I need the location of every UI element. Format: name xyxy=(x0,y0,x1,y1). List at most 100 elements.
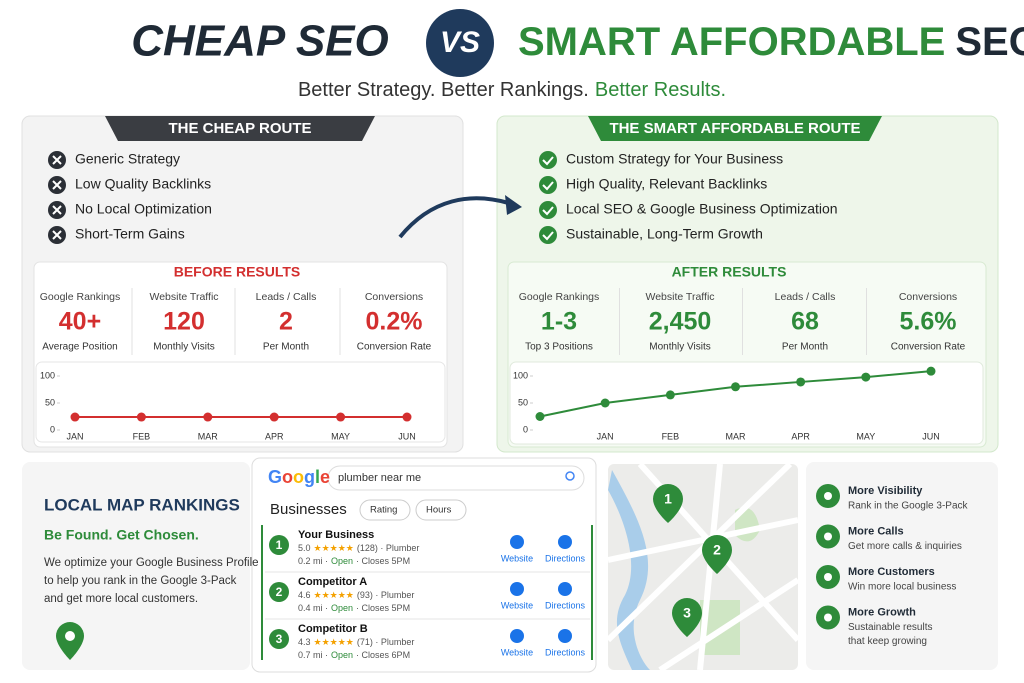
data-point xyxy=(402,412,412,422)
cheap-banner-shape xyxy=(105,116,375,141)
search-heading: Businesses xyxy=(270,501,347,518)
cheap-chart-box xyxy=(35,361,446,443)
benefit-glyph xyxy=(824,492,832,500)
metric-label: Leads / Calls xyxy=(256,291,317,303)
metric-label: Google Rankings xyxy=(40,291,121,303)
rank-badge xyxy=(269,582,289,602)
pin-number: 3 xyxy=(683,605,691,621)
metric-value: 5.6% xyxy=(900,308,957,336)
directions-icon xyxy=(558,582,572,596)
benefit-desc: Get more calls & inquiries xyxy=(848,541,962,552)
data-point xyxy=(861,372,871,382)
banner-text: THE SMART AFFORDABLE ROUTE xyxy=(609,120,860,137)
benefit-desc: Sustainable results xyxy=(848,622,933,633)
item-text: Custom Strategy for Your Business xyxy=(566,151,783,167)
rank-number: 3 xyxy=(276,632,283,646)
rank-badge xyxy=(269,535,289,555)
x-tick-label: APR xyxy=(265,431,284,441)
check-mark xyxy=(542,231,554,241)
item-icon xyxy=(539,226,557,244)
results-title: BEFORE RESULTS xyxy=(174,264,301,280)
item-text: Local SEO & Google Business Optimization xyxy=(566,201,838,217)
filter-chip xyxy=(359,499,411,521)
metric-sub: Per Month xyxy=(782,342,828,353)
benefits-card xyxy=(806,462,998,670)
pin-dot xyxy=(65,631,75,641)
pin-number: 2 xyxy=(713,542,721,558)
y-tick-label: 50 xyxy=(518,397,528,407)
directions-icon xyxy=(558,535,572,549)
website-icon xyxy=(510,582,524,596)
data-point xyxy=(926,366,936,376)
logo-letter: o xyxy=(293,467,304,487)
data-point xyxy=(203,412,213,422)
data-point xyxy=(336,412,346,422)
result-status-line: 0.4 mi · Open · Closes 5PM xyxy=(298,603,410,613)
results-title: AFTER RESULTS xyxy=(672,264,787,280)
item-text: High Quality, Relevant Backlinks xyxy=(566,176,767,192)
x-tick-label: FEB xyxy=(133,431,151,441)
metric-label: Leads / Calls xyxy=(775,291,836,303)
status: Open xyxy=(331,650,353,660)
item-icon xyxy=(539,151,557,169)
website-link: Website xyxy=(501,553,533,563)
map-pin xyxy=(672,598,702,637)
closes: · Closes 5PM xyxy=(356,556,410,566)
metric-value: 0.2% xyxy=(366,308,423,336)
result-rating-line: 5.0 ★★★★★ (128) · Plumber xyxy=(298,543,419,553)
status: Open xyxy=(331,603,353,613)
filter-label: Rating xyxy=(370,505,397,516)
benefit-desc: Win more local business xyxy=(848,582,956,593)
map-pin xyxy=(702,535,732,574)
local-text: to help you rank in the Google 3-Pack xyxy=(44,575,237,587)
result-name: Competitor B xyxy=(298,623,368,635)
y-tick-label: 0 xyxy=(523,424,528,434)
rating: 4.6 xyxy=(298,590,311,600)
logo-letter: e xyxy=(320,467,330,487)
stars: ★★★★★ xyxy=(314,590,354,600)
status: Open xyxy=(331,556,353,566)
vs: VS xyxy=(440,26,480,59)
filter-chip xyxy=(415,499,467,521)
park xyxy=(700,507,760,655)
closes: · Closes 5PM xyxy=(356,603,410,613)
rank-number: 2 xyxy=(276,585,283,599)
data-point xyxy=(600,398,610,408)
benefit-title: More Visibility xyxy=(848,485,923,497)
metric-value: 120 xyxy=(163,308,205,336)
benefit-title: More Customers xyxy=(848,566,935,578)
logo-letter: G xyxy=(268,467,282,487)
benefit-title: More Growth xyxy=(848,606,916,618)
item-text: No Local Optimization xyxy=(75,201,212,217)
data-point xyxy=(665,390,675,400)
directions-link: Directions xyxy=(545,600,586,610)
search-icon xyxy=(565,471,575,481)
x-tick-label: JAN xyxy=(66,431,83,441)
river xyxy=(608,470,650,670)
metric-value: 40+ xyxy=(59,308,101,336)
metric-value: 68 xyxy=(791,308,819,336)
result-name: Your Business xyxy=(298,529,374,541)
item-text: Sustainable, Long-Term Growth xyxy=(566,226,763,242)
directions-link: Directions xyxy=(545,553,586,563)
metric-value: 2,450 xyxy=(649,308,712,336)
item-text: Short-Term Gains xyxy=(75,226,185,242)
title-right: SMART AFFORDABLESEO xyxy=(518,20,1024,64)
website-icon xyxy=(510,535,524,549)
item-text: Low Quality Backlinks xyxy=(75,176,211,192)
local-card xyxy=(22,462,250,670)
metric-sub: Conversion Rate xyxy=(891,342,966,353)
data-point xyxy=(535,412,545,421)
data-point xyxy=(796,377,806,387)
metric-value: 2 xyxy=(279,308,293,336)
x-tick-label: MAY xyxy=(331,431,350,441)
tagline-green: Better Results. xyxy=(595,79,726,101)
check-mark xyxy=(542,181,554,191)
metric-label: Website Traffic xyxy=(645,291,714,303)
data-point xyxy=(136,412,146,422)
x-tick-label: MAY xyxy=(856,431,875,441)
result-rating-line: 4.6 ★★★★★ (93) · Plumber xyxy=(298,590,414,600)
x-mark xyxy=(52,155,62,165)
metric-label: Conversions xyxy=(365,291,423,303)
x-tick-label: JUN xyxy=(398,431,416,441)
